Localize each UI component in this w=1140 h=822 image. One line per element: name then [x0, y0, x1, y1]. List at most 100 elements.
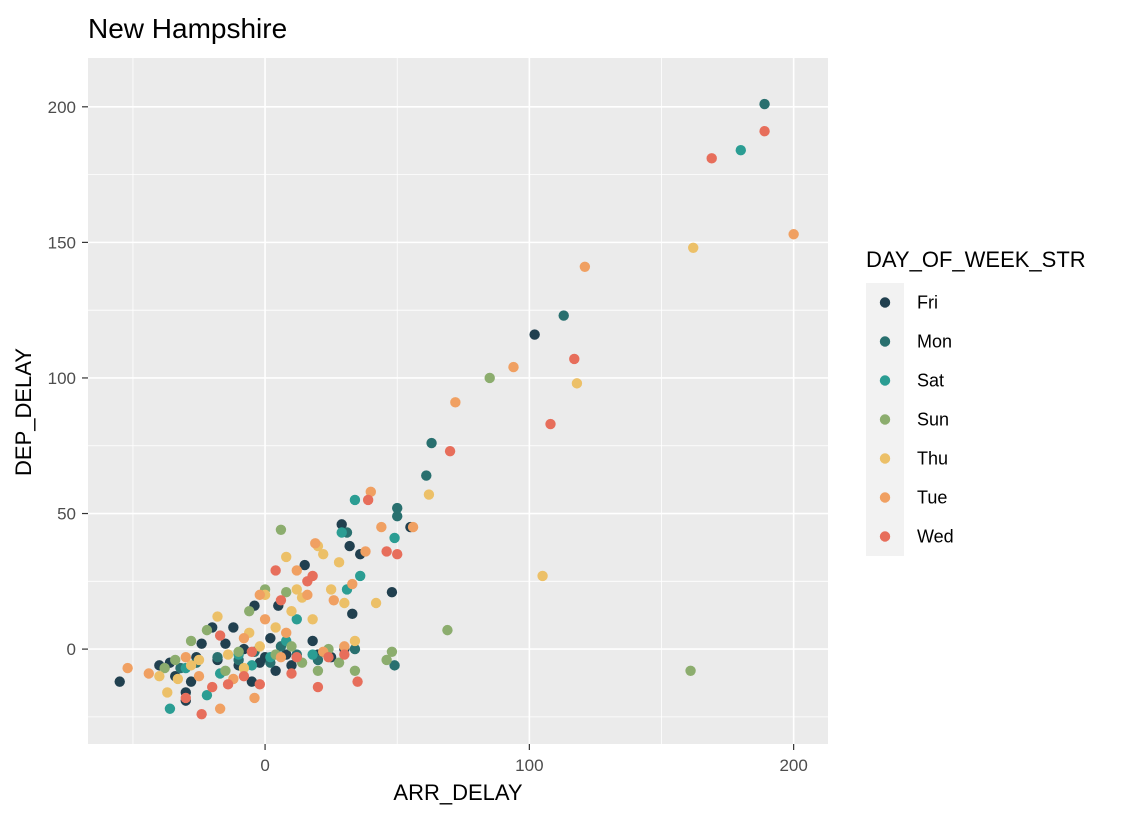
point-thu — [222, 649, 234, 660]
point-thu — [537, 570, 548, 582]
point-sun — [685, 665, 696, 676]
grid-major — [88, 58, 828, 744]
point-thu — [333, 557, 345, 568]
point-wed — [275, 595, 287, 606]
legend-key-thu — [879, 453, 891, 464]
point-fri — [270, 665, 281, 676]
point-wed — [312, 681, 324, 693]
point-fri — [299, 559, 310, 571]
point-wed — [352, 676, 363, 687]
point-tue — [214, 703, 226, 714]
legend-label-wed: Wed — [917, 527, 954, 547]
point-thu — [212, 611, 223, 622]
y-axis: 0 50 100 150 200 — [48, 98, 88, 659]
point-sun — [170, 654, 181, 666]
point-thu — [172, 673, 184, 685]
point-wed — [214, 630, 226, 641]
x-tick-label: 0 — [260, 756, 269, 775]
point-wed — [323, 652, 334, 663]
point-sun — [275, 524, 287, 535]
point-tue — [302, 589, 313, 601]
point-mon — [558, 310, 569, 321]
point-wed — [569, 353, 580, 365]
point-sat — [389, 532, 400, 544]
chart-title: New Hampshire — [88, 13, 287, 44]
point-tue — [339, 641, 350, 652]
point-sat — [307, 649, 318, 660]
point-mon — [421, 470, 432, 481]
x-tick-label: 200 — [779, 756, 807, 775]
point-tue — [291, 565, 302, 576]
point-thu — [370, 597, 382, 609]
legend-key-fri — [879, 297, 891, 308]
point-tue — [407, 521, 419, 533]
legend-key-wed — [879, 531, 891, 542]
point-sun — [233, 646, 244, 658]
y-tick-label: 50 — [57, 505, 76, 524]
point-tue — [275, 652, 287, 663]
point-sun — [159, 662, 170, 674]
legend-label-tue: Tue — [917, 488, 947, 508]
point-wed — [207, 681, 218, 693]
point-sun — [381, 654, 392, 666]
point-wed — [362, 494, 374, 506]
legend-label-thu: Thu — [917, 449, 948, 469]
point-tue — [259, 614, 271, 625]
point-tue — [193, 671, 205, 682]
legend-label-fri: Fri — [917, 293, 938, 313]
legend-label-sat: Sat — [917, 371, 944, 391]
point-sun — [484, 372, 495, 384]
point-sun — [442, 624, 453, 636]
point-wed — [392, 548, 403, 560]
point-mon — [389, 660, 400, 671]
point-sat — [291, 614, 302, 625]
point-fri — [386, 586, 398, 598]
point-tue — [254, 589, 265, 601]
point-mon — [349, 643, 361, 655]
x-axis-title: ARR_DELAY — [393, 780, 523, 805]
y-tick-label: 200 — [48, 98, 76, 117]
point-fri — [344, 540, 355, 552]
point-tue — [508, 361, 519, 373]
point-thu — [154, 671, 165, 682]
legend-title: DAY_OF_WEEK_STR — [866, 247, 1086, 272]
x-axis: 0 100 200 — [260, 744, 808, 775]
point-fri — [246, 676, 258, 687]
point-sun — [281, 586, 292, 598]
point-wed — [286, 668, 297, 679]
point-wed — [238, 671, 250, 682]
point-thu — [307, 614, 318, 625]
point-sat — [355, 570, 366, 582]
point-thu — [238, 662, 250, 674]
legend: Fri Mon Sat Sun Thu Tue Wed — [866, 283, 954, 556]
point-wed — [381, 546, 392, 557]
point-tue — [281, 627, 292, 639]
point-thu — [318, 548, 329, 560]
grid-minor — [88, 58, 828, 744]
point-mon — [392, 502, 403, 514]
point-tue — [347, 578, 358, 590]
legend-key-sat — [879, 375, 891, 386]
point-tue — [249, 692, 260, 704]
point-fri — [307, 635, 318, 647]
point-wed — [270, 565, 281, 576]
y-axis-title: DEP_DELAY — [11, 348, 36, 476]
point-wed — [180, 692, 191, 704]
point-thu — [193, 654, 205, 666]
point-fri — [336, 519, 347, 530]
point-sun — [386, 646, 398, 658]
point-wed — [196, 708, 207, 720]
point-thu — [325, 584, 337, 595]
point-tue — [788, 229, 799, 240]
point-thu — [270, 622, 281, 633]
point-tue — [180, 652, 191, 663]
point-thu — [571, 378, 583, 389]
data-points — [114, 98, 799, 720]
point-fri — [220, 638, 231, 649]
point-thu — [281, 551, 292, 563]
point-wed — [706, 153, 717, 164]
y-tick-label: 100 — [48, 369, 76, 388]
point-wed — [291, 652, 302, 663]
point-sat — [201, 689, 213, 701]
